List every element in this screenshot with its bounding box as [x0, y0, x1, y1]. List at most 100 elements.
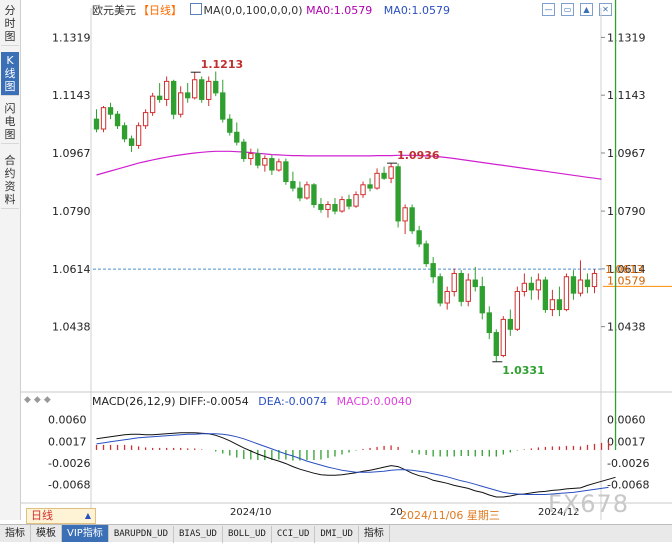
candle-body [325, 204, 331, 210]
candle-body [135, 125, 142, 146]
bottom-tab-barupdn-ud[interactable]: BARUPDN_UD [109, 526, 175, 543]
candle-body [177, 92, 184, 115]
candle-body [458, 272, 464, 302]
bottom-tab--[interactable]: 指标 [359, 525, 390, 542]
bottom-tab-boll-ud[interactable]: BOLL_UD [223, 526, 272, 543]
tab-contract-info[interactable]: 合约资料 [1, 152, 19, 209]
candle-body [479, 286, 485, 314]
candle-body [142, 112, 149, 127]
bottom-tab-cci-ud[interactable]: CCI_UD [272, 526, 316, 543]
candle-body [234, 131, 240, 143]
candle-body [199, 79, 205, 100]
candle-body [283, 161, 289, 183]
candle-body [156, 95, 163, 100]
macd-hist-value: MACD:0.0040 [336, 395, 412, 408]
candle-body [521, 282, 528, 293]
ma100-line [96, 150, 602, 180]
candle-body [290, 181, 296, 189]
candle-body [402, 207, 408, 222]
candle-body [374, 172, 380, 189]
candle-body [542, 279, 549, 311]
price-axis-label-left: 1.1143 [52, 89, 91, 102]
price-axis-label-left: 1.0967 [52, 147, 91, 160]
candle-body [93, 118, 100, 130]
candle-body [500, 318, 506, 357]
candle-body [472, 279, 478, 288]
price-axis-label-left: 1.0438 [52, 321, 91, 334]
candle-body [528, 282, 535, 291]
x-axis-label-20: 20 [390, 507, 403, 518]
candle-body [185, 92, 191, 99]
candle-body [121, 125, 128, 140]
candle-body [514, 291, 521, 330]
ma-value-primary: MA0:1.0579 [306, 4, 373, 17]
candle-body [381, 172, 387, 179]
candle-body [227, 118, 233, 133]
candle-body [269, 158, 275, 171]
candle-body [388, 166, 394, 179]
symbol-name: 欧元美元 [92, 4, 136, 17]
chevron-up-icon: ▲ [84, 511, 91, 520]
candle-body [192, 79, 198, 99]
price-axis-label-left: 1.1319 [52, 31, 91, 44]
ma-parameters[interactable]: MA(0,0,100,0,0,0) [203, 4, 303, 17]
macd-axis-label-left: -0.0026 [48, 457, 90, 470]
candle-body [563, 276, 570, 311]
candle-body [465, 279, 471, 302]
restore-icon[interactable]: ▭ [561, 3, 574, 16]
tab-char: 约 [4, 167, 16, 180]
candle-body [304, 184, 310, 199]
price-axis-label-right: 1.0438 [607, 321, 646, 334]
tab-char: 图 [4, 128, 16, 141]
candle-body [318, 204, 324, 210]
candle-body [311, 184, 317, 206]
candle-body [114, 113, 121, 127]
chart-legend: 欧元美元 【日线】 MA(0,0,100,0,0,0) MA0:1.0579 MA… [92, 2, 450, 18]
macd-legend: MACD(26,12,9) DIFF:-0.0054 DEA:-0.0074 M… [92, 395, 412, 408]
candle-body [591, 272, 598, 288]
macd-axis-label-right: 0.0017 [607, 435, 646, 448]
price-axis-label-left: 1.0790 [52, 205, 91, 218]
candle-body [423, 243, 429, 265]
minimize-icon[interactable]: — [542, 3, 555, 16]
period-selector[interactable]: 日线 ▲ [26, 508, 96, 524]
tab-char: 资 [4, 180, 16, 193]
bottom-tab-vip-[interactable]: VIP指标 [62, 525, 109, 542]
maximize-icon[interactable]: ▲ [580, 3, 593, 16]
candle-body [367, 184, 373, 189]
window-controls: — ▭ ▲ ✕ [536, 2, 612, 16]
macd-settings-icon[interactable]: ◆◆◆ [24, 395, 54, 405]
ma-price-label: 1.0579 [607, 274, 646, 287]
tab-char: K [6, 54, 14, 67]
macd-axis-label-right: -0.0068 [607, 478, 649, 491]
tab-char: 图 [4, 30, 16, 43]
candle-body [128, 138, 135, 146]
candle-body [535, 279, 542, 291]
candle-body [213, 80, 219, 94]
macd-axis-label-left: -0.0068 [48, 478, 90, 491]
candle-body [262, 158, 268, 166]
bottom-tab--[interactable]: 指标 [0, 525, 31, 542]
candle-body [255, 153, 261, 166]
macd-diff-line [96, 432, 616, 498]
candle-body [276, 161, 282, 171]
candle-body [163, 80, 170, 100]
bottom-tab-dmi-ud[interactable]: DMI_UD [315, 526, 359, 543]
candle-body [248, 153, 254, 160]
candle-body [416, 230, 422, 245]
macd-params[interactable]: MACD(26,12,9) [92, 395, 176, 408]
price-axis-label-right: 1.0614 [607, 263, 646, 276]
close-icon[interactable]: ✕ [599, 3, 612, 16]
ma-settings-icon[interactable] [189, 3, 202, 15]
bottom-tab-bias-ud[interactable]: BIAS_UD [174, 526, 223, 543]
bottom-tab--[interactable]: 模板 [31, 525, 62, 542]
tab-char: 图 [4, 80, 16, 93]
tab-flash[interactable]: 闪电图 [1, 100, 19, 144]
tab-intraday[interactable]: 分时图 [1, 2, 19, 46]
candle-body [220, 92, 226, 120]
candle-body [444, 291, 450, 304]
annotation-label: 1.0936 [397, 149, 440, 162]
